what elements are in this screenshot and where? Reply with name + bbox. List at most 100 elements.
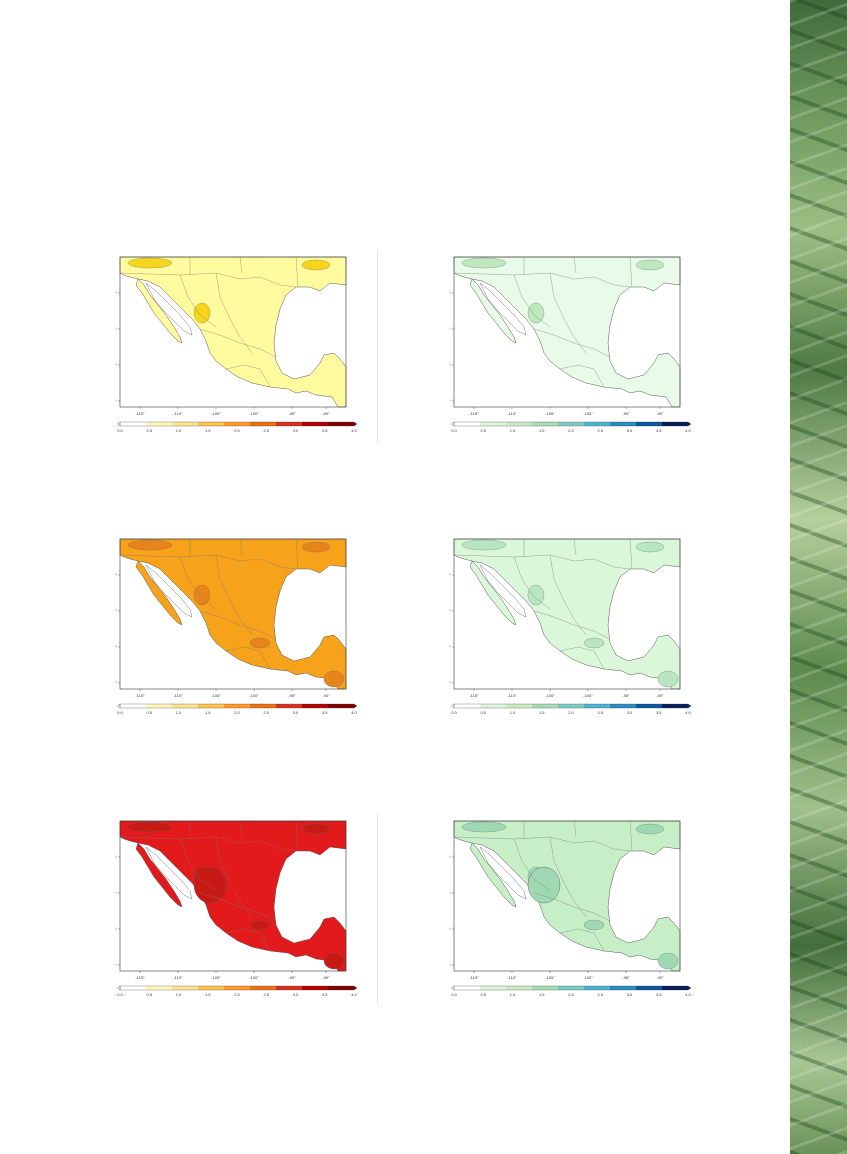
colorbar-arrow-right — [353, 421, 358, 427]
lat-tick-label: 25° — [449, 891, 451, 896]
lat-tick-label: 15° — [115, 681, 117, 686]
state-border — [215, 272, 253, 354]
state-border — [573, 256, 577, 274]
colorbar-segment — [506, 986, 533, 990]
baja-peninsula — [135, 560, 183, 626]
colorbar-arrow-left — [116, 421, 121, 427]
state-border — [225, 646, 271, 670]
column-divider — [377, 813, 378, 1005]
colorbar-segment — [224, 704, 251, 708]
colorbar-label: 1.0 — [176, 428, 182, 433]
colorbar-segment — [302, 704, 329, 708]
lon-tick-label: -95° — [622, 693, 630, 698]
lat-tick-label: 30° — [115, 291, 117, 296]
contour-region — [657, 952, 679, 970]
lat-tick-label: 25° — [449, 327, 451, 332]
lon-tick-label: -90° — [322, 975, 330, 980]
colorbar-label: 2.5 — [263, 710, 269, 715]
contour-region — [127, 821, 173, 833]
contour-region — [635, 259, 665, 271]
state-border — [513, 838, 551, 892]
lon-tick-label: -100° — [583, 975, 593, 980]
lon-tick-label: -105° — [545, 693, 555, 698]
lat-tick-label: 20° — [115, 927, 117, 932]
colorbar-label: 0.0 — [117, 992, 123, 997]
map-frame: 30° 25° 20° 15° -115° -110° -105° -100° -95° -90° — [449, 256, 681, 416]
colorbar-segment — [610, 986, 637, 990]
colorbar-segment — [146, 422, 173, 426]
colorbar-segment — [454, 422, 481, 426]
colorbar-segment — [146, 986, 173, 990]
baja-peninsula — [469, 560, 517, 626]
map-frame: 30° 25° 20° 15° -115° -110° -105° -100° -95° -90° — [449, 538, 681, 698]
contour-region — [249, 637, 271, 649]
contour-region — [127, 539, 173, 551]
colorbar-label: 4.0 — [685, 428, 691, 433]
colorbar-border — [453, 985, 689, 991]
lon-tick-label: -115° — [469, 693, 479, 698]
colorbar-label: 2.5 — [597, 992, 603, 997]
lon-tick-label: -100° — [249, 975, 259, 980]
colorbar-label: 0.5 — [480, 710, 486, 715]
gulf-of-california — [479, 846, 527, 900]
colorbar-label: 3.0 — [293, 992, 299, 997]
colorbar-label: 1.5 — [205, 992, 211, 997]
colorbar-segment — [302, 422, 329, 426]
lat-tick-label: 15° — [115, 963, 117, 968]
lat-tick-label: 30° — [115, 855, 117, 860]
contour-region — [461, 821, 507, 833]
lon-tick-label: -90° — [656, 411, 664, 416]
colorbar-arrow-left — [116, 985, 121, 991]
colorbar-segment — [328, 986, 355, 990]
lat-tick-label: 30° — [449, 291, 451, 296]
colorbar-segment — [558, 986, 585, 990]
colorbar-label: 2.5 — [263, 992, 269, 997]
land-area — [453, 538, 681, 690]
map-panel-cool-1: 30° 25° 20° 15° -115° -110° -105° -100° -95° -90°… — [449, 254, 693, 450]
lat-tick-label: 25° — [115, 609, 117, 614]
colorbar-border — [453, 421, 689, 427]
land-area — [119, 538, 347, 690]
colorbar-segment — [172, 986, 199, 990]
state-border — [513, 274, 551, 328]
lon-tick-label: -105° — [211, 975, 221, 980]
colorbar-segment — [662, 422, 689, 426]
contour-region — [301, 259, 331, 271]
colorbar-label: 3.0 — [627, 992, 633, 997]
colorbar-segment — [506, 422, 533, 426]
colorbar-label: 2.0 — [568, 992, 574, 997]
colorbar-segment — [250, 986, 277, 990]
colorbar-label: 0.5 — [146, 710, 152, 715]
contour-region — [193, 866, 227, 904]
colorbar-segment — [662, 704, 689, 708]
state-border — [559, 646, 605, 670]
lon-tick-label: -105° — [211, 693, 221, 698]
lon-tick-label: -105° — [545, 975, 555, 980]
lon-tick-label: -95° — [288, 975, 296, 980]
lon-tick-label: -95° — [622, 975, 630, 980]
colorbar-label: 1.5 — [539, 428, 545, 433]
contour-region — [127, 257, 173, 269]
state-border — [559, 364, 605, 388]
map-frame: 30° 25° 20° 15° -115° -110° -105° -100° -95° -90° — [115, 538, 347, 698]
colorbar-label: 3.0 — [627, 710, 633, 715]
gulf-of-california — [479, 564, 527, 618]
state-border — [215, 554, 253, 636]
state-border — [215, 836, 253, 918]
lat-tick-label: 15° — [115, 399, 117, 404]
land-area — [119, 820, 347, 972]
lon-tick-label: -90° — [322, 693, 330, 698]
colorbar-segment — [662, 986, 689, 990]
map-panel-warm-2: 30° 25° 20° 15° -115° -110° -105° -100° -95° -90°… — [115, 536, 359, 732]
map-panel-warm-3: 30° 25° 20° 15° -115° -110° -105° -100° -95° -90°… — [115, 818, 359, 1014]
colorbar-segment — [584, 704, 611, 708]
lat-tick-label: 30° — [115, 573, 117, 578]
lat-tick-label: 25° — [115, 891, 117, 896]
lon-tick-label: -95° — [288, 693, 296, 698]
lon-tick-label: -110° — [173, 411, 183, 416]
state-border — [199, 892, 277, 922]
colorbar-label: 1.0 — [176, 710, 182, 715]
baja-peninsula — [135, 842, 183, 908]
baja-peninsula — [135, 278, 183, 344]
colorbar-label: 4.0 — [351, 710, 357, 715]
